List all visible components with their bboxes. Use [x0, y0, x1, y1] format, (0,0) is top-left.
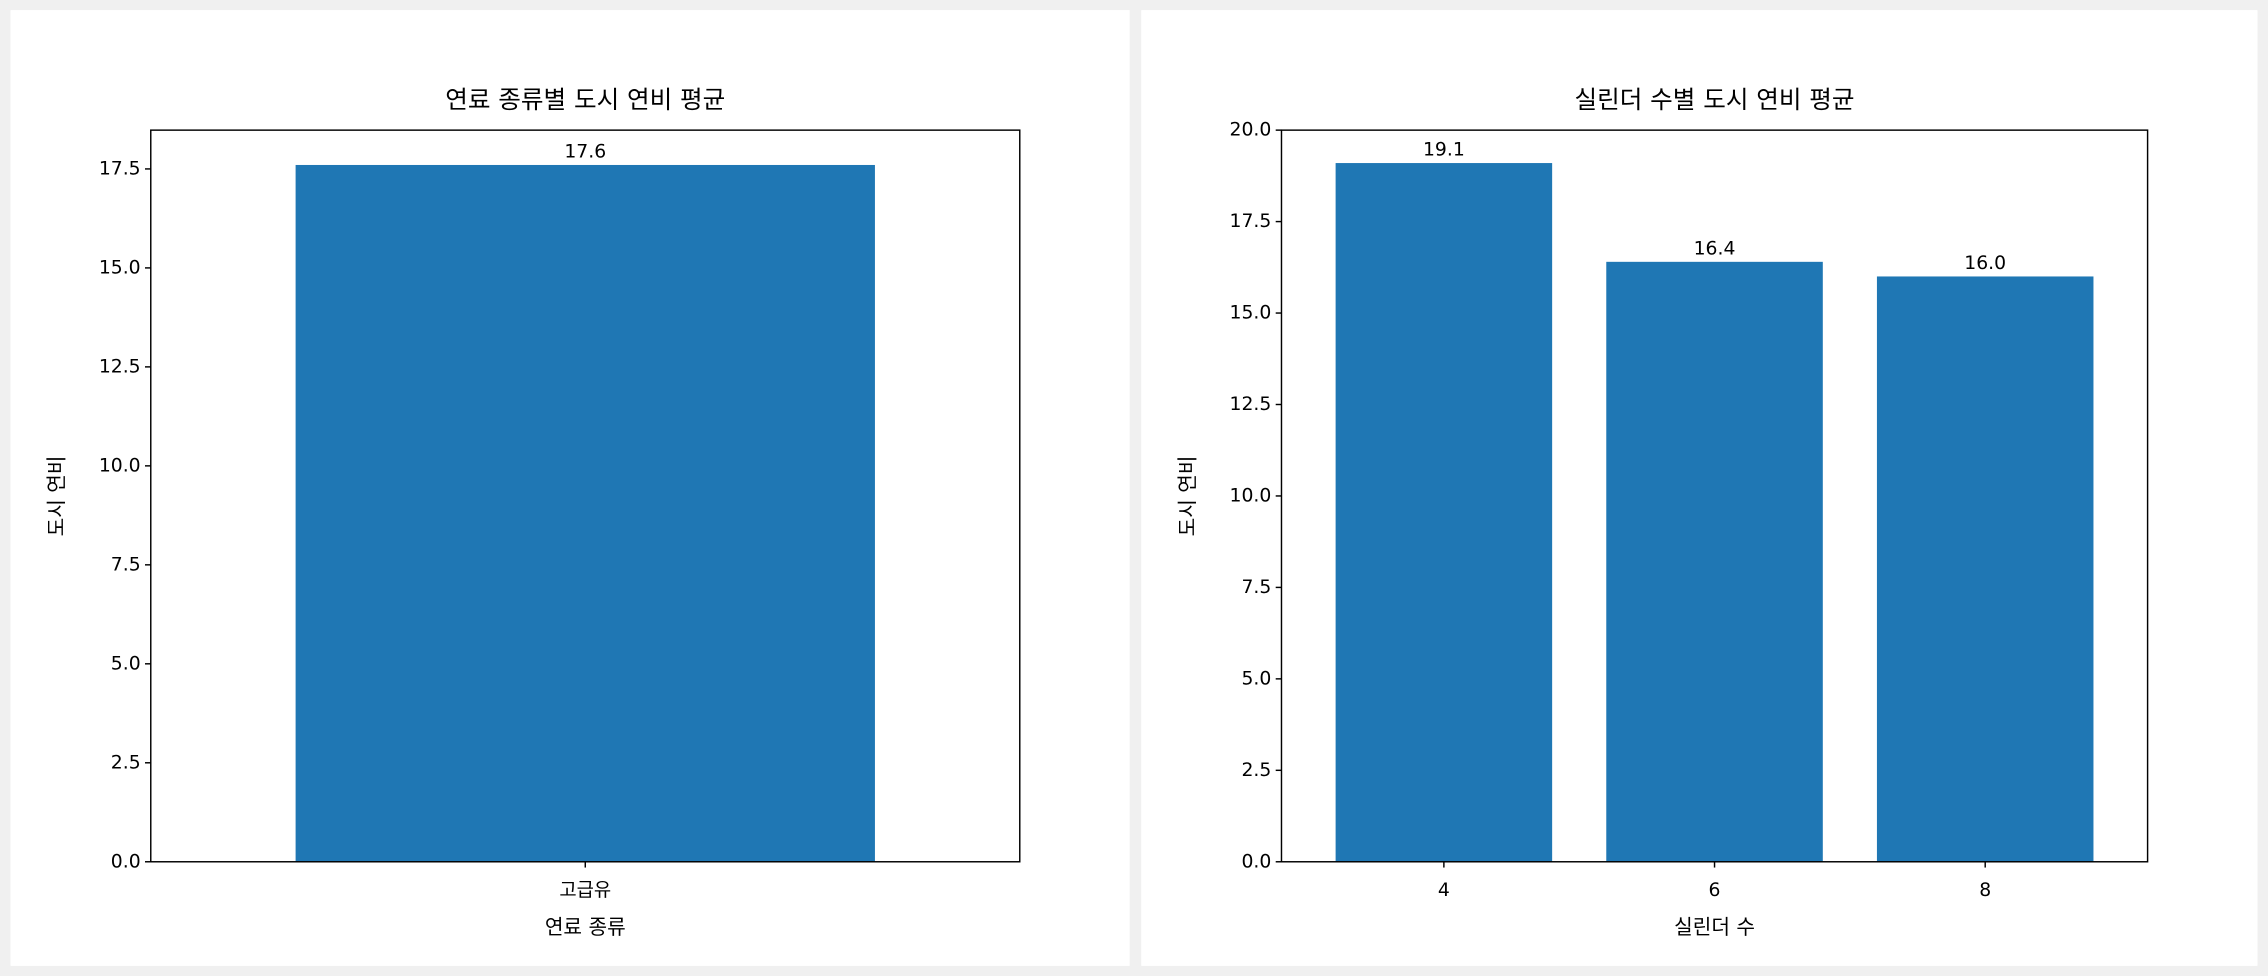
- bar: [1606, 261, 1823, 862]
- bar: [1876, 276, 2094, 862]
- chart-title: 실린더 수별 도시 연비 평균: [1575, 85, 1855, 114]
- value-label: 19.1: [1423, 140, 1465, 161]
- x-tick-label: 4: [1438, 880, 1450, 901]
- bar: [1335, 163, 1553, 862]
- y-tick-label: 10.0: [99, 455, 141, 476]
- y-tick-label: 2.5: [1241, 760, 1271, 781]
- y-tick-label: 7.5: [111, 554, 141, 575]
- x-tick-label: 6: [1709, 880, 1721, 901]
- y-tick-label: 12.5: [99, 356, 141, 377]
- value-label: 16.0: [1964, 253, 2006, 274]
- y-tick-label: 12.5: [1230, 394, 1272, 415]
- bar: [295, 164, 875, 862]
- y-tick-label: 7.5: [1241, 577, 1271, 598]
- value-label: 16.4: [1694, 238, 1736, 259]
- x-tick-label: 고급유: [559, 880, 611, 901]
- chart-title: 연료 종류별 도시 연비 평균: [445, 85, 725, 114]
- y-tick-label: 10.0: [1230, 485, 1272, 506]
- y-tick-label: 15.0: [99, 257, 141, 278]
- value-label: 17.6: [564, 141, 606, 162]
- y-tick-label: 20.0: [1230, 120, 1272, 141]
- y-axis-label: 도시 연비: [1175, 455, 1199, 536]
- y-tick-label: 5.0: [1241, 668, 1271, 689]
- x-axis-label: 연료 종류: [545, 915, 626, 939]
- axes-frame: [1280, 129, 2149, 863]
- y-tick-label: 15.0: [1230, 303, 1272, 324]
- y-tick-label: 5.0: [111, 653, 141, 674]
- x-tick-label: 8: [1979, 880, 1991, 901]
- y-tick-label: 0.0: [111, 851, 141, 872]
- axes-frame: [150, 129, 1021, 863]
- y-tick-label: 17.5: [99, 158, 141, 179]
- y-tick-label: 0.0: [1241, 851, 1271, 872]
- x-axis-label: 실린더 수: [1674, 915, 1755, 939]
- y-axis-label: 도시 연비: [45, 455, 69, 536]
- y-tick-label: 2.5: [111, 752, 141, 773]
- y-tick-label: 17.5: [1230, 211, 1272, 232]
